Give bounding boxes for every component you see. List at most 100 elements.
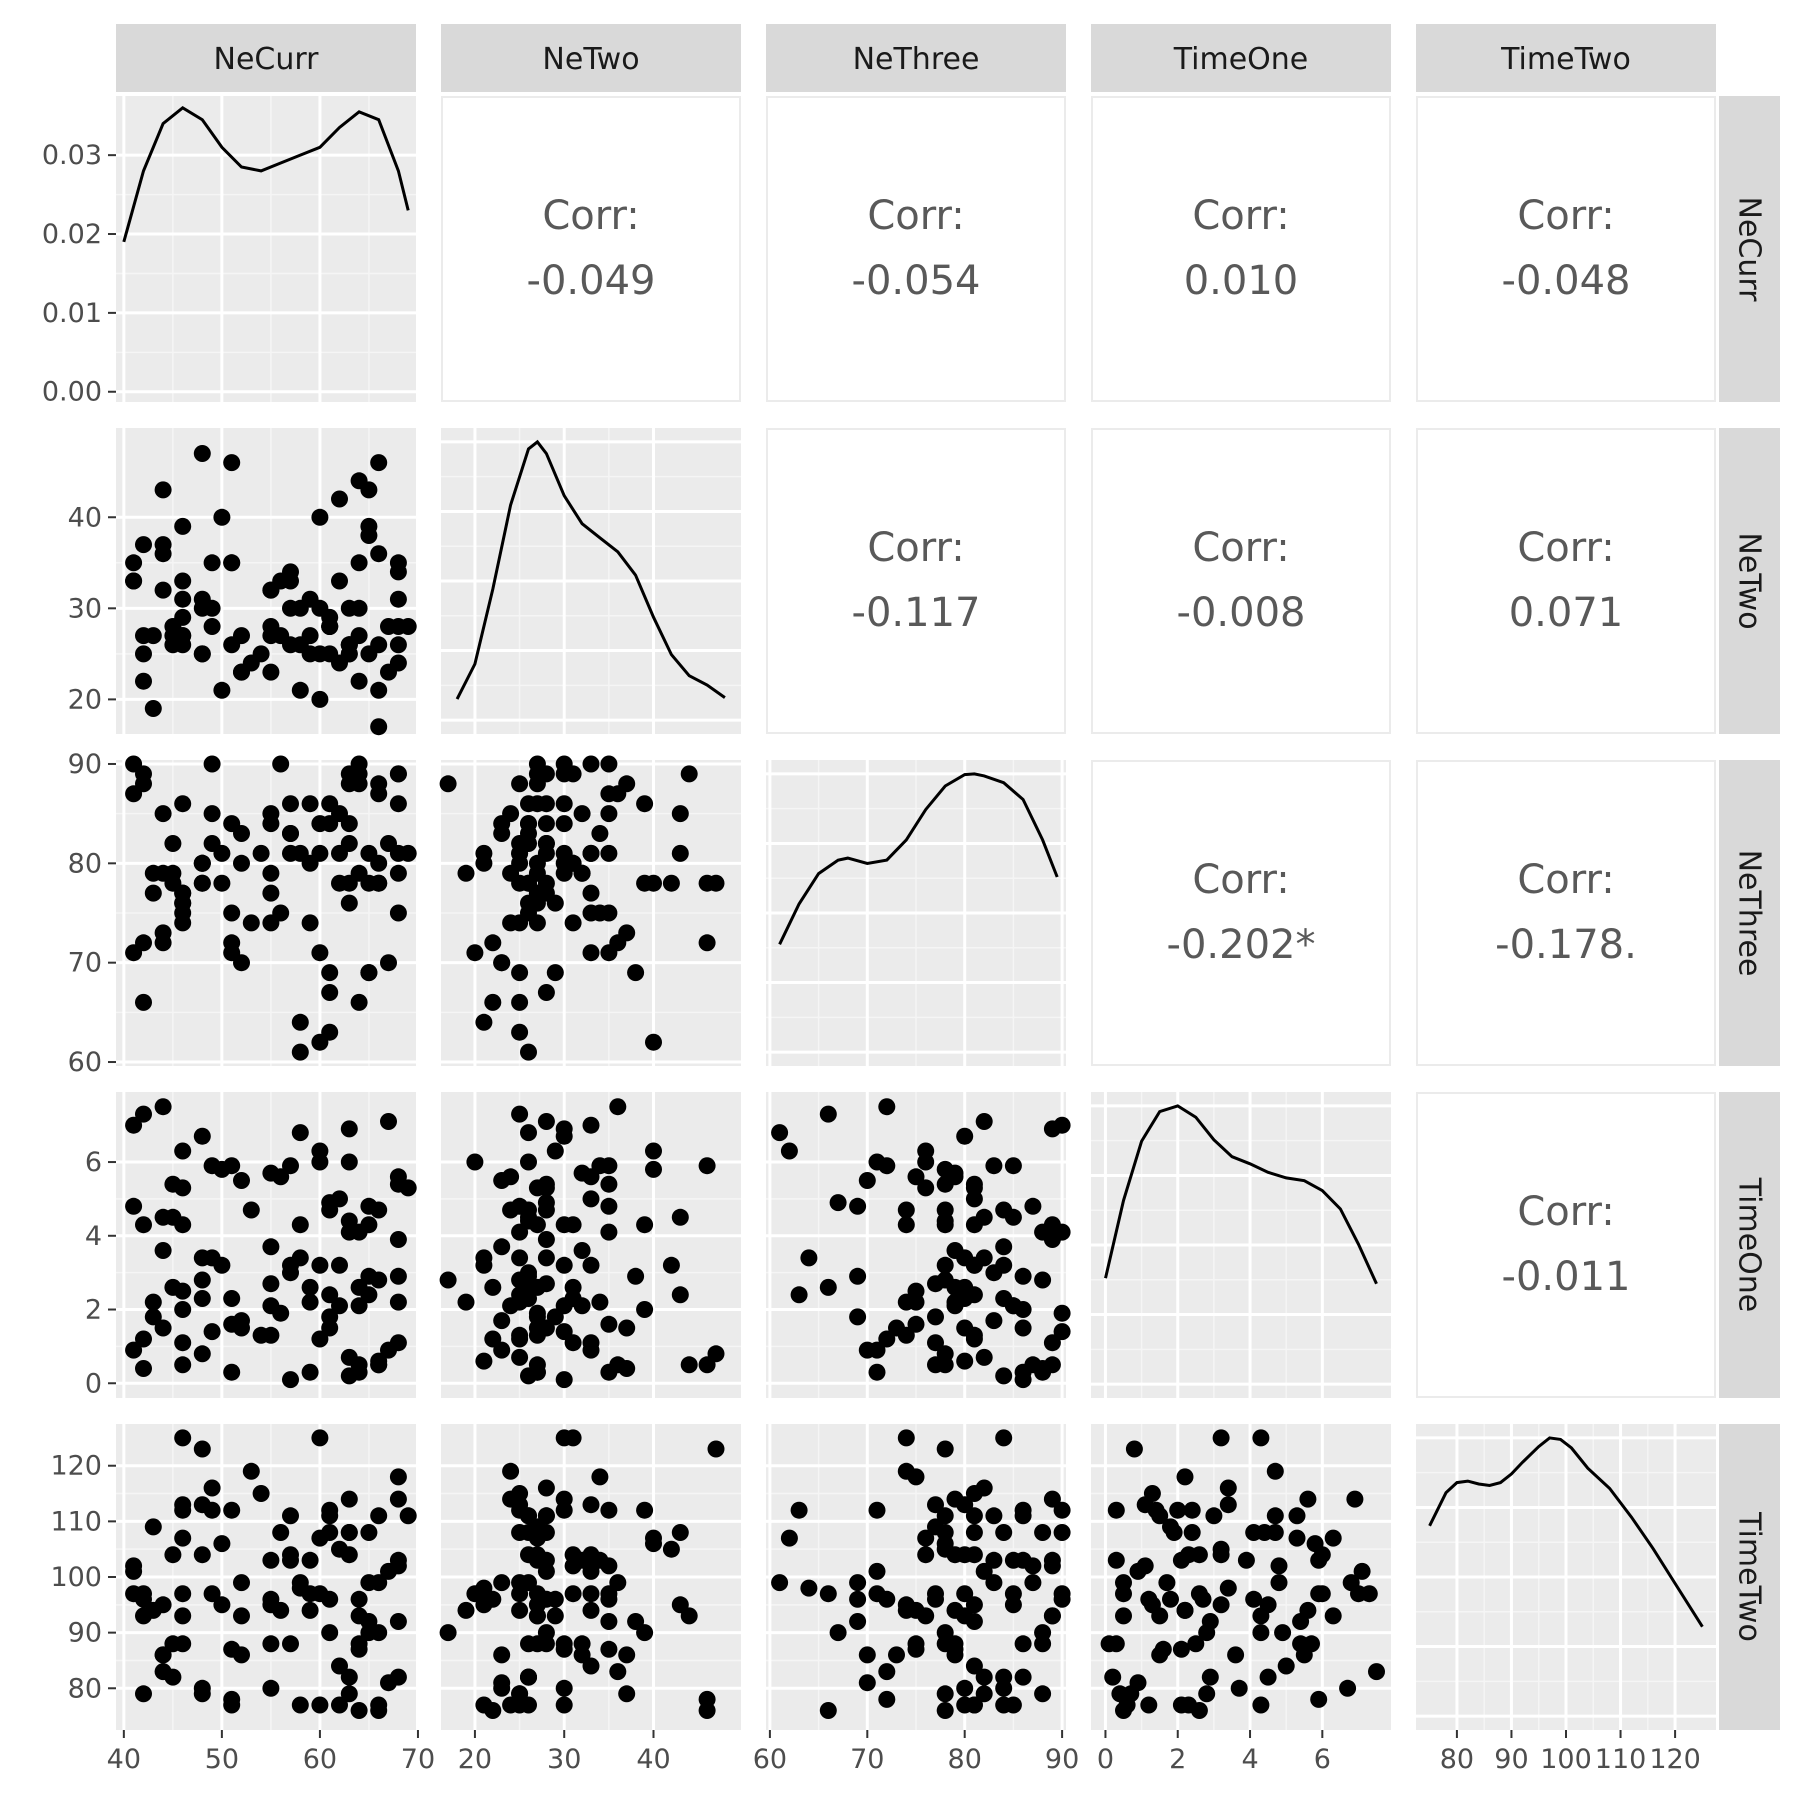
scatter-point bbox=[520, 1635, 537, 1653]
scatter-point bbox=[493, 815, 511, 833]
scatter-point bbox=[511, 775, 529, 793]
y-tick-label: 30 bbox=[68, 593, 102, 624]
scatter-point bbox=[233, 1574, 250, 1592]
strip-top-necurr bbox=[116, 24, 416, 92]
scatter-point bbox=[1014, 1551, 1032, 1569]
scatter-point bbox=[174, 1635, 192, 1653]
correlation-panel bbox=[1091, 760, 1391, 1066]
scatter-point bbox=[849, 1613, 867, 1630]
scatter-point bbox=[331, 1696, 348, 1714]
strip-right-label: TimeOne bbox=[1732, 1177, 1767, 1313]
scatter-point bbox=[389, 1490, 407, 1508]
scatter-point bbox=[370, 854, 388, 872]
scatter-point bbox=[819, 1278, 837, 1296]
scatter-point bbox=[582, 755, 600, 773]
scatter-point bbox=[671, 1286, 689, 1304]
scatter-point bbox=[555, 1323, 573, 1341]
scatter-point bbox=[466, 1153, 484, 1171]
scatter-point bbox=[144, 864, 162, 882]
scatter-point bbox=[1125, 1440, 1143, 1458]
scatter-point bbox=[1339, 1679, 1357, 1697]
corr-value: -0.202* bbox=[1167, 922, 1316, 968]
scatter-point bbox=[528, 1179, 546, 1197]
scatter-point bbox=[223, 1696, 241, 1714]
scatter-point bbox=[193, 1685, 211, 1703]
scatter-point bbox=[439, 1271, 457, 1289]
scatter-point bbox=[311, 1256, 329, 1274]
strip-right-nethree bbox=[1719, 760, 1780, 1066]
scatter-point bbox=[907, 1468, 925, 1486]
scatter-point bbox=[645, 1033, 662, 1051]
scatter-point bbox=[819, 1702, 837, 1719]
scatter-point bbox=[600, 844, 618, 862]
scatter-point bbox=[389, 563, 407, 581]
scatter-point bbox=[360, 1197, 378, 1215]
scatter-point bbox=[1118, 1696, 1136, 1714]
scatter-point bbox=[193, 445, 211, 462]
scatter-point bbox=[203, 618, 221, 635]
scatter-point bbox=[380, 1562, 397, 1580]
scatter-point bbox=[537, 1231, 555, 1248]
scatter-point bbox=[301, 1278, 319, 1296]
y-tick-label: 80 bbox=[68, 1673, 102, 1704]
scatter-point bbox=[223, 1640, 241, 1658]
scatter-point bbox=[591, 1293, 609, 1311]
scatter-point bbox=[1310, 1690, 1328, 1708]
scatter-point bbox=[1107, 1635, 1125, 1653]
scatter-point bbox=[1053, 1304, 1071, 1322]
scatter-point bbox=[698, 1157, 716, 1175]
strip-right-label: NeCurr bbox=[1732, 197, 1767, 303]
scatter-point bbox=[819, 1105, 837, 1123]
scatter-point bbox=[311, 1585, 329, 1603]
x-tick-label: 90 bbox=[1494, 1744, 1528, 1775]
scatter-point bbox=[193, 1546, 211, 1564]
scatter-point bbox=[985, 1312, 1003, 1330]
scatter-point bbox=[528, 1363, 546, 1381]
scatter-point bbox=[493, 1674, 511, 1692]
scatter-point bbox=[389, 1468, 407, 1486]
scatter-point bbox=[849, 1267, 867, 1285]
scatter-point bbox=[946, 1646, 964, 1664]
scatter-point bbox=[340, 1120, 358, 1138]
scatter-point bbox=[946, 1293, 964, 1311]
scatter-point bbox=[511, 1524, 529, 1541]
scatter-point bbox=[272, 627, 290, 645]
scatter-point bbox=[262, 884, 280, 902]
scatter-point bbox=[936, 1256, 954, 1274]
scatter-point bbox=[618, 1685, 636, 1703]
scatter-point bbox=[484, 1278, 502, 1296]
scatter-point bbox=[144, 627, 162, 645]
scatter-point bbox=[370, 775, 388, 793]
scatter-point bbox=[800, 1249, 818, 1267]
scatter-point bbox=[233, 663, 250, 681]
scatter-point bbox=[520, 1124, 537, 1142]
strip-top-label: NeTwo bbox=[542, 42, 639, 77]
scatter-point bbox=[340, 894, 358, 912]
scatter-point bbox=[1198, 1624, 1216, 1642]
scatter-point bbox=[511, 1249, 529, 1267]
scatter-point bbox=[936, 1507, 954, 1525]
y-tick-label: 60 bbox=[68, 1047, 102, 1078]
density-curve-nethree bbox=[778, 772, 1059, 945]
scatter-point bbox=[203, 554, 221, 572]
corr-label: Corr: bbox=[1517, 1189, 1614, 1235]
scatter-point bbox=[897, 1201, 915, 1219]
scatter-point bbox=[331, 1256, 348, 1274]
scatter-point bbox=[985, 1507, 1003, 1525]
scatter-point bbox=[511, 1326, 529, 1344]
scatter-point bbox=[262, 864, 280, 882]
corr-value: -0.117 bbox=[852, 590, 981, 636]
scatter-point bbox=[350, 1278, 368, 1296]
scatter-point bbox=[591, 1468, 609, 1486]
scatter-point bbox=[555, 864, 573, 882]
scatter-point bbox=[680, 765, 698, 783]
scatter-point bbox=[370, 454, 388, 472]
scatter-point bbox=[125, 572, 143, 590]
scatter-point bbox=[609, 1098, 627, 1116]
scatter-point bbox=[1004, 1585, 1022, 1603]
scatter-point bbox=[223, 1363, 241, 1381]
scatter-point bbox=[1043, 1120, 1061, 1138]
scatter-point bbox=[965, 1546, 983, 1564]
scatter-point bbox=[1107, 1501, 1125, 1519]
scatter-point bbox=[1183, 1501, 1201, 1519]
